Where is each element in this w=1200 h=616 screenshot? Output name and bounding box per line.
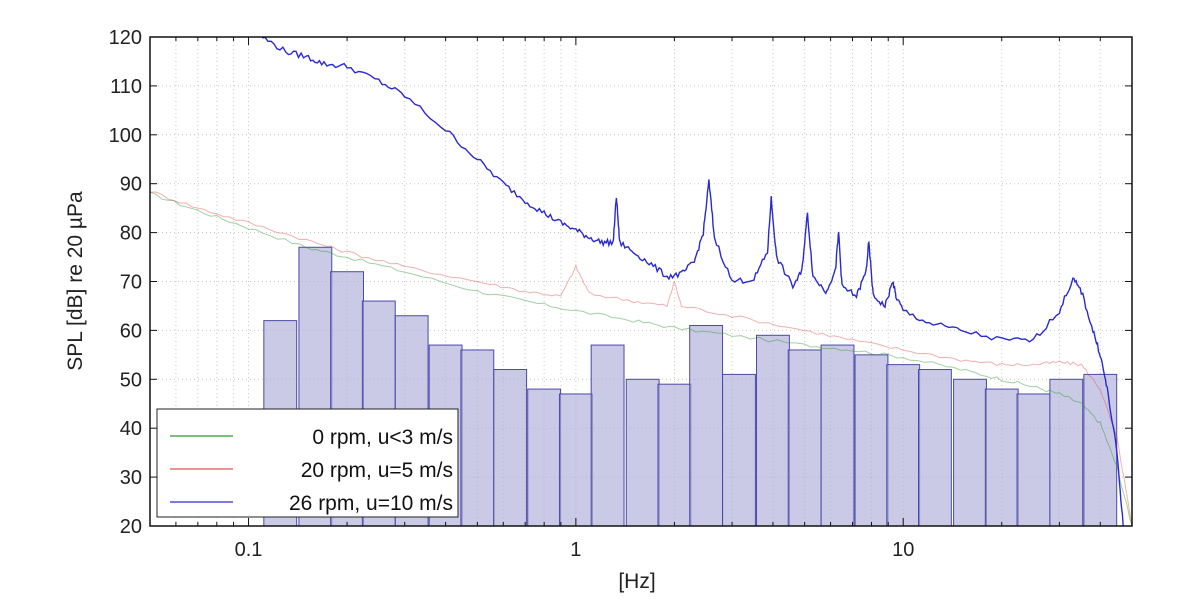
- band-bar: [558, 393, 593, 527]
- band-bar: [918, 369, 952, 527]
- band-bar: [689, 325, 724, 527]
- x-tick-label: 0.1: [235, 539, 263, 561]
- legend-label: 26 rpm, u=10 m/s: [289, 492, 453, 515]
- band-bar: [984, 388, 1019, 527]
- y-tick-label: 50: [120, 369, 142, 391]
- y-tick-label: 40: [120, 418, 142, 440]
- band-bar: [527, 388, 562, 527]
- y-tick-label: 120: [109, 27, 142, 49]
- band-bar: [657, 383, 692, 527]
- series-lines: [149, 36, 1133, 527]
- band-bar: [756, 334, 790, 527]
- band-bar: [787, 349, 822, 527]
- y-tick-label: 70: [120, 272, 142, 294]
- band-bar: [493, 369, 528, 527]
- series-line: [149, 191, 1133, 527]
- band-bar: [1016, 393, 1051, 527]
- x-axis-label: [Hz]: [618, 570, 655, 593]
- y-tick-labels: 20 30 40 50 60 70 80 90 100 110 120: [109, 27, 142, 538]
- y-tick-label: 80: [120, 223, 142, 245]
- band-bar: [1049, 378, 1084, 527]
- band-bar: [1083, 373, 1118, 527]
- series-line: [149, 191, 1133, 527]
- y-tick-label: 30: [120, 467, 142, 489]
- band-bar: [590, 344, 625, 527]
- axis-ticks: [149, 36, 1133, 527]
- band-bar: [953, 378, 987, 527]
- y-tick-label: 20: [120, 516, 142, 538]
- y-axis-label: SPL [dB] re 20 µPa: [64, 191, 87, 371]
- band-bar: [820, 344, 855, 527]
- x-tick-label: 10: [892, 539, 914, 561]
- band-bar: [886, 364, 921, 527]
- legend-label: 20 rpm, u=5 m/s: [301, 459, 453, 482]
- band-bar: [460, 349, 495, 527]
- band-bar: [722, 373, 756, 527]
- legend-box: [156, 408, 459, 518]
- legend: 0 rpm, u<3 m/s 20 rpm, u=5 m/s 26 rpm, u=1…: [156, 408, 459, 518]
- legend-label: 0 rpm, u<3 m/s: [312, 426, 453, 449]
- y-tick-label: 110: [110, 76, 142, 98]
- x-tick-labels: 0.1 1 10: [235, 539, 915, 561]
- y-tick-label: 90: [120, 174, 142, 196]
- band-bar: [625, 378, 660, 527]
- x-tick-label: 1: [570, 539, 581, 561]
- band-bar: [854, 354, 889, 527]
- y-tick-label: 100: [109, 125, 142, 147]
- series-line: [262, 36, 1124, 527]
- y-tick-label: 60: [120, 320, 142, 342]
